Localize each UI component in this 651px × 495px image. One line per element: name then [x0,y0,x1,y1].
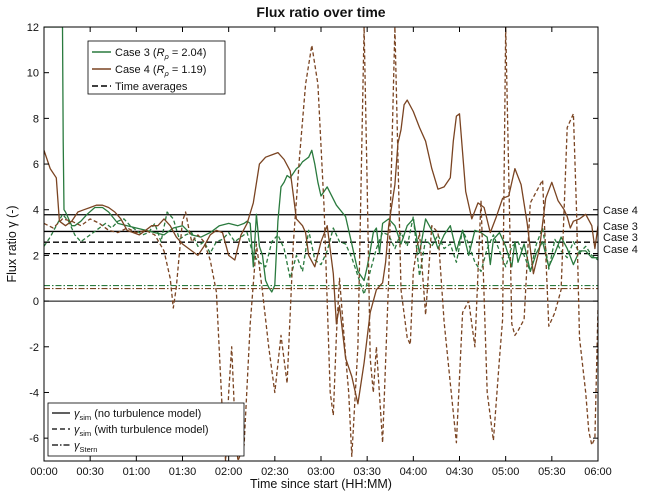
x-tick-label: 05:00 [492,466,520,478]
y-tick-label: 4 [33,205,39,217]
legend-case4-label: Case 4 (Rρ = 1.19) [115,64,206,78]
x-tick-label: 01:30 [169,466,197,478]
legend-case3-label: Case 3 (Rρ = 2.04) [115,47,206,61]
legend-top: Case 3 (Rρ = 2.04) Case 4 (Rρ = 1.19) Ti… [88,41,225,94]
y-tick-label: -6 [29,433,39,445]
legend-solid-label: γsim (no turbulence model) [74,408,201,422]
x-tick-label: 00:00 [30,466,58,478]
y-tick-label: 2 [33,250,39,262]
y-tick-label: 10 [27,68,39,80]
legend-dashed-label: γsim (with turbulence model) [74,424,209,438]
y-tick-label: 0 [33,296,39,308]
y-tick-label: -2 [29,342,39,354]
y-axis-label: Flux ratio γ (-) [5,205,19,282]
time-average-label-0: Case 4 [603,205,638,217]
x-tick-label: 05:30 [538,466,566,478]
y-tick-label: -4 [29,387,39,399]
x-tick-label: 00:30 [76,466,104,478]
legend-avg-label: Time averages [115,81,188,93]
x-tick-label: 04:00 [400,466,428,478]
y-tick-label: 12 [27,22,39,34]
time-average-label-3: Case 4 [603,244,638,256]
x-tick-label: 04:30 [446,466,474,478]
chart-title: Flux ratio over time [256,4,385,20]
legend-bottom: γsim (no turbulence model) γsim (with tu… [48,403,244,456]
y-tick-label: 8 [33,113,39,125]
x-tick-label: 01:00 [123,466,151,478]
x-tick-label: 06:00 [584,466,612,478]
time-average-label-2: Case 3 [603,232,638,244]
x-axis-label: Time since start (HH:MM) [250,477,392,491]
x-tick-label: 02:00 [215,466,243,478]
y-tick-label: 6 [33,159,39,171]
